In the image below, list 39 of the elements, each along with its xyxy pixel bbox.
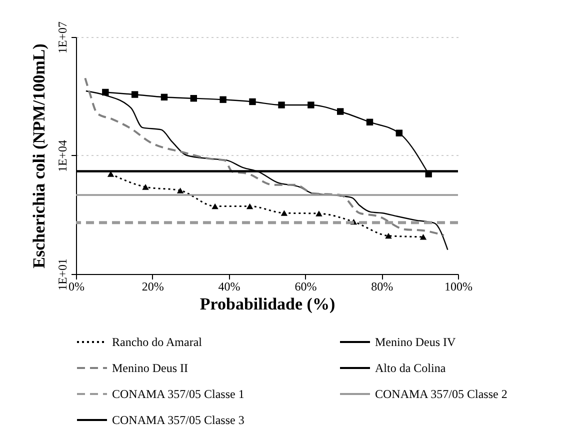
point — [142, 184, 149, 190]
point — [396, 130, 403, 136]
legend-label: Menino Deus II — [112, 361, 188, 375]
legend-label: CONAMA 357/05 Classe 2 — [375, 387, 508, 401]
x-tick-label: 60% — [294, 280, 317, 294]
x-tick-label: 80% — [371, 280, 394, 294]
point — [385, 232, 392, 239]
y-axis-title: Escherichia coli (NPM/100mL) — [30, 44, 48, 268]
y-tick-label: 1E+01 — [56, 258, 70, 291]
point — [280, 210, 288, 216]
point — [176, 188, 184, 194]
y-tick-label: 1E+04 — [56, 140, 70, 172]
x-tick-label: 40% — [218, 280, 240, 294]
point — [278, 102, 285, 108]
line-series — [84, 77, 445, 236]
point — [420, 234, 427, 240]
point — [308, 102, 314, 108]
point — [249, 98, 256, 106]
point — [336, 108, 344, 115]
legend-label: Rancho do Amaral — [112, 335, 203, 349]
x-tick-label: 100% — [444, 280, 472, 294]
point — [190, 94, 198, 102]
y-tick-label: 1E+07 — [56, 21, 70, 54]
x-tick-label: 0% — [68, 280, 84, 294]
point — [246, 203, 254, 210]
point — [107, 171, 114, 177]
point — [102, 88, 109, 96]
point — [131, 91, 138, 98]
legend-label: CONAMA 357/05 Classe 3 — [112, 413, 244, 427]
point — [160, 94, 168, 101]
point — [212, 203, 218, 210]
x-axis-title: Probabilidade (%) — [200, 294, 336, 314]
point — [366, 118, 374, 126]
legend-label: CONAMA 357/05 Classe 1 — [112, 387, 244, 401]
legend-label: Menino Deus IV — [375, 335, 456, 349]
point — [316, 210, 322, 216]
point — [220, 96, 226, 103]
legend-label: Alto da Colina — [375, 361, 446, 375]
x-tick-label: 20% — [142, 280, 164, 294]
